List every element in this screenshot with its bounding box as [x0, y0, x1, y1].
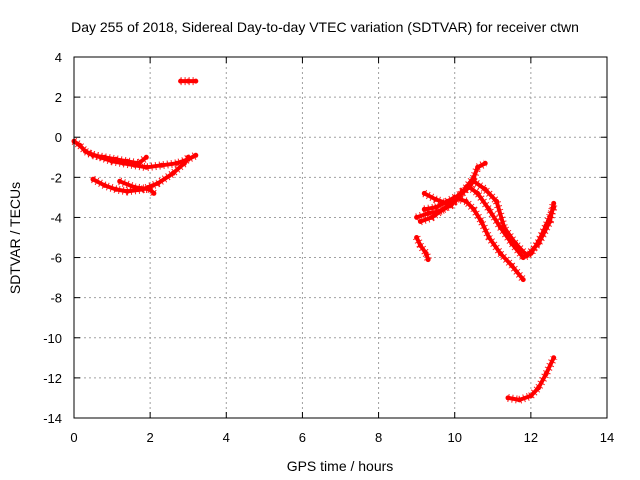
- x-tick-label: 14: [600, 430, 614, 445]
- chart-title: Day 255 of 2018, Sidereal Day-to-day VTE…: [71, 19, 579, 35]
- data-point: [90, 176, 96, 182]
- x-tick-label: 4: [223, 430, 230, 445]
- y-tick-label: -12: [43, 371, 62, 386]
- data-point: [547, 219, 553, 224]
- data-point: [140, 186, 145, 192]
- y-tick-label: 0: [55, 130, 62, 145]
- data-point: [475, 164, 481, 170]
- series-markers-10: [412, 235, 432, 261]
- data-point: [102, 182, 107, 188]
- data-point: [444, 198, 450, 204]
- data-point: [86, 150, 92, 156]
- data-point: [536, 241, 541, 246]
- data-point: [501, 225, 507, 230]
- data-point: [551, 200, 557, 206]
- series-line-2: [87, 151, 198, 170]
- data-point: [497, 251, 503, 256]
- data-point: [482, 186, 488, 192]
- data-point: [417, 219, 423, 224]
- data-point: [193, 152, 199, 158]
- data-point: [463, 186, 469, 192]
- y-tick-label: -10: [43, 331, 62, 346]
- data-point: [520, 277, 526, 283]
- data-point: [463, 198, 469, 204]
- data-point: [193, 78, 199, 84]
- data-point: [509, 263, 515, 269]
- data-point: [113, 186, 119, 192]
- data-point: [414, 214, 420, 220]
- y-axis-label: SDTVAR / TECUs: [7, 182, 23, 294]
- data-point: [155, 180, 161, 186]
- data-point: [143, 154, 149, 160]
- grid: [74, 57, 607, 418]
- data-point: [178, 78, 184, 84]
- y-tick-label: -6: [50, 251, 62, 266]
- x-tick-label: 6: [299, 430, 306, 445]
- x-tick-label: 2: [147, 430, 154, 445]
- data-point: [425, 257, 431, 263]
- data-point: [471, 178, 477, 184]
- data-point: [425, 210, 431, 216]
- y-tick-label: -14: [43, 411, 62, 426]
- data-point: [429, 214, 435, 220]
- y-tick-label: -2: [50, 170, 62, 185]
- data-point: [77, 142, 83, 148]
- data-point: [543, 371, 549, 377]
- y-tick-label: 2: [55, 90, 62, 105]
- data-point: [185, 78, 191, 84]
- data-point: [433, 196, 439, 202]
- data-point: [151, 190, 157, 196]
- y-tick-label: -4: [50, 210, 62, 225]
- series-markers-8: [422, 176, 558, 262]
- data-point: [159, 162, 165, 168]
- data-point: [505, 395, 511, 401]
- data-point: [486, 206, 492, 212]
- data-point: [185, 154, 191, 160]
- data-point: [421, 206, 427, 212]
- data-point: [121, 160, 126, 166]
- data-point: [109, 158, 115, 164]
- data-point: [433, 204, 439, 210]
- data-point: [516, 397, 522, 403]
- data-point: [486, 235, 492, 240]
- data-point: [98, 154, 104, 160]
- data-point: [478, 219, 484, 224]
- plot-frame: [73, 56, 608, 419]
- data-point: [417, 243, 423, 248]
- y-tick-label: 4: [55, 50, 62, 65]
- data-point: [117, 178, 123, 184]
- data-point: [528, 393, 534, 399]
- data-point: [423, 251, 429, 256]
- y-tick-label: -8: [50, 291, 62, 306]
- data-point: [124, 188, 130, 194]
- data-point: [482, 160, 488, 166]
- x-tick-label: 10: [447, 430, 461, 445]
- data-point: [520, 255, 526, 261]
- data-point: [170, 170, 176, 176]
- series-markers-6: [415, 159, 488, 222]
- data-point: [471, 206, 477, 212]
- data-point: [452, 194, 458, 200]
- data-point: [551, 355, 557, 361]
- x-tick-label: 8: [375, 430, 382, 445]
- data-point: [181, 160, 187, 166]
- x-tick-label: 0: [70, 430, 77, 445]
- x-axis-label: GPS time / hours: [287, 458, 394, 474]
- data-point: [513, 241, 519, 246]
- data-point: [132, 162, 138, 168]
- data-point: [421, 190, 427, 196]
- data-point: [414, 235, 420, 240]
- data-point: [475, 190, 481, 196]
- x-tick-label: 12: [524, 430, 538, 445]
- data-point: [536, 385, 541, 391]
- data-point: [82, 148, 88, 154]
- data-point: [143, 164, 149, 170]
- axis-ticks: 0 2 4 6 8 10 12 14 -14 -12 -10 -8 -6 -4 -2 0 2 4: [43, 50, 614, 445]
- data-point: [524, 253, 530, 259]
- data-point: [494, 198, 500, 204]
- data-series: [71, 77, 558, 405]
